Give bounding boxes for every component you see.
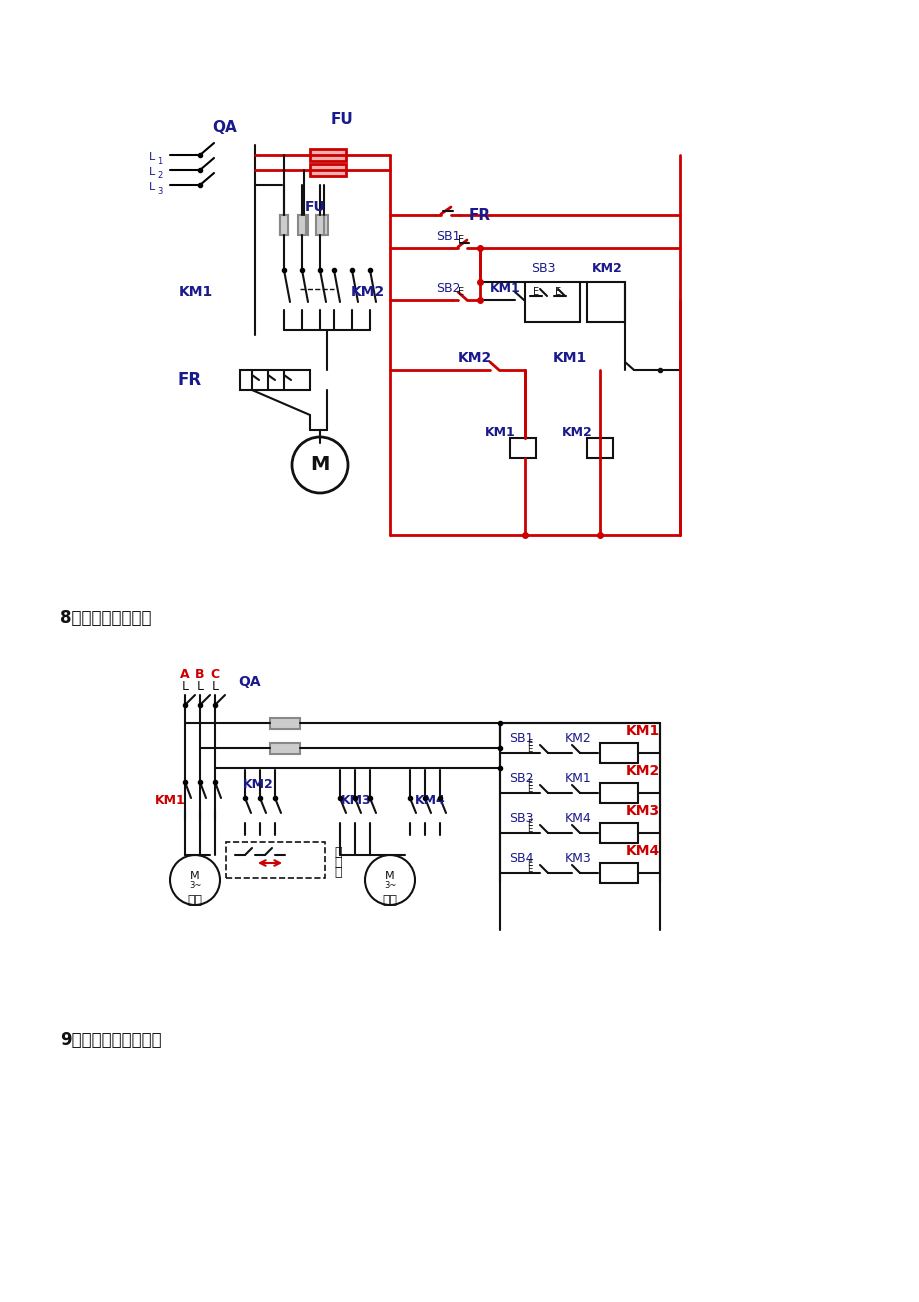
Text: E: E <box>527 865 532 874</box>
Bar <box>279 215 288 234</box>
Text: KM2: KM2 <box>458 352 492 365</box>
Text: L: L <box>149 152 155 161</box>
Text: E: E <box>527 745 532 754</box>
Text: QA: QA <box>238 674 261 689</box>
Text: SB2: SB2 <box>508 772 533 785</box>
Text: SB3: SB3 <box>508 811 533 824</box>
Bar <box>279 215 288 234</box>
Text: L: L <box>211 681 219 694</box>
Text: KM1: KM1 <box>178 285 213 299</box>
Text: E: E <box>527 779 532 788</box>
Text: 器: 器 <box>334 867 341 879</box>
Text: KM1: KM1 <box>489 281 520 294</box>
Text: KM1: KM1 <box>154 793 185 806</box>
Text: L: L <box>197 681 203 694</box>
Bar <box>509 437 536 458</box>
Text: KM2: KM2 <box>564 733 591 746</box>
Text: SB1: SB1 <box>508 732 533 745</box>
Circle shape <box>365 855 414 905</box>
Text: FR: FR <box>469 207 491 223</box>
Text: 1: 1 <box>157 156 163 165</box>
Text: KM1: KM1 <box>484 426 515 439</box>
Text: KM3: KM3 <box>340 793 371 806</box>
Text: 3: 3 <box>157 186 163 195</box>
Text: KM2: KM2 <box>561 426 592 439</box>
Circle shape <box>291 437 347 493</box>
Text: M: M <box>190 871 199 881</box>
Text: KM4: KM4 <box>625 844 660 858</box>
Bar <box>300 215 308 234</box>
Text: E: E <box>527 819 532 828</box>
Text: 2: 2 <box>157 172 163 181</box>
Bar <box>599 823 637 842</box>
Text: E: E <box>458 234 463 245</box>
Text: E: E <box>527 858 532 867</box>
Text: A: A <box>180 668 189 681</box>
Text: L: L <box>149 182 155 191</box>
Text: FR: FR <box>177 371 202 389</box>
Text: 左右: 左右 <box>382 893 397 906</box>
Text: FU: FU <box>304 201 325 214</box>
Bar <box>586 283 624 322</box>
Text: 9．单相漏电开关电路: 9．单相漏电开关电路 <box>60 1031 162 1049</box>
Text: KM4: KM4 <box>414 793 445 806</box>
Bar <box>269 717 300 729</box>
Text: 限: 限 <box>334 846 341 859</box>
Text: KM3: KM3 <box>625 805 659 818</box>
Text: 8．电葫芦吊机电路: 8．电葫芦吊机电路 <box>60 609 152 628</box>
Text: KM1: KM1 <box>552 352 586 365</box>
Text: QA: QA <box>212 121 237 135</box>
Text: B: B <box>195 668 205 681</box>
Text: FU: FU <box>330 112 353 128</box>
Text: 位: 位 <box>334 857 341 870</box>
Bar <box>599 863 637 883</box>
Bar <box>599 743 637 763</box>
Bar <box>525 283 579 322</box>
Text: KM2: KM2 <box>625 764 660 779</box>
Text: SB3: SB3 <box>530 262 555 275</box>
Bar <box>240 370 310 391</box>
Bar <box>226 842 324 878</box>
Text: KM2: KM2 <box>243 779 273 792</box>
Bar <box>315 215 323 234</box>
Bar <box>599 783 637 803</box>
Text: L: L <box>181 681 188 694</box>
Text: M: M <box>385 871 394 881</box>
Text: L: L <box>149 167 155 177</box>
Circle shape <box>170 855 220 905</box>
Text: SB4: SB4 <box>508 852 533 865</box>
Text: SB1: SB1 <box>436 229 460 242</box>
Text: E: E <box>527 738 532 747</box>
Bar <box>298 215 306 234</box>
Text: 3~: 3~ <box>188 880 201 889</box>
Text: KM2: KM2 <box>591 262 621 275</box>
Text: E: E <box>554 286 561 297</box>
Text: KM3: KM3 <box>564 853 591 866</box>
Text: KM4: KM4 <box>564 812 591 825</box>
Text: E: E <box>532 286 539 297</box>
Bar <box>310 148 346 161</box>
Text: E: E <box>527 785 532 793</box>
Bar <box>586 437 612 458</box>
Text: 3~: 3~ <box>383 880 396 889</box>
Text: M: M <box>310 456 329 474</box>
Bar <box>269 743 300 754</box>
Text: E: E <box>458 286 463 297</box>
Text: KM1: KM1 <box>564 772 591 785</box>
Bar <box>320 215 328 234</box>
Text: SB2: SB2 <box>436 281 460 294</box>
Bar <box>310 164 346 176</box>
Text: C: C <box>210 668 220 681</box>
Text: KM1: KM1 <box>625 724 660 738</box>
Text: E: E <box>527 824 532 833</box>
Text: KM2: KM2 <box>350 285 385 299</box>
Text: 升降: 升降 <box>187 893 202 906</box>
